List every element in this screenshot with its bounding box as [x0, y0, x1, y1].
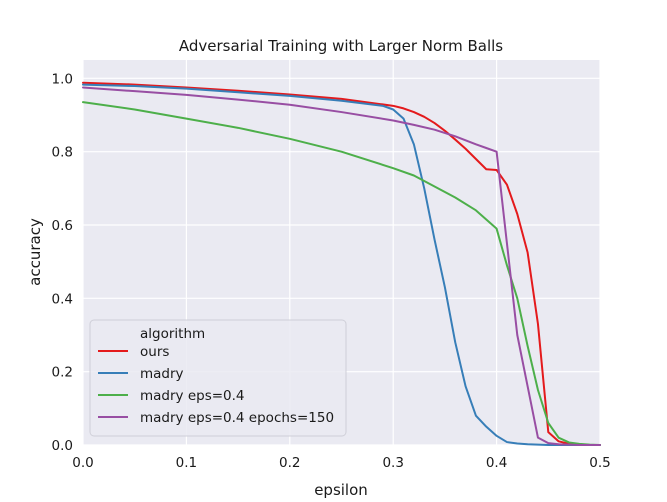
- tick-labels: 0.0 0.1 0.2 0.3 0.4 0.5 0.0 0.2 0.4 0.6 0.8 1.0: [52, 71, 611, 471]
- series-line-4: [82, 86, 601, 446]
- legend-box: [89, 319, 347, 437]
- x-tick-label: 0.4: [486, 455, 507, 471]
- legend-title: algorithm: [140, 326, 205, 342]
- y-tick-label: 1.0: [52, 71, 73, 87]
- y-tick-label: 0.0: [52, 438, 73, 454]
- x-tick-label: 0.3: [382, 455, 403, 471]
- series-line-3: [82, 101, 601, 446]
- x-tick-label: 0.0: [72, 455, 93, 471]
- series-line-1: [82, 81, 601, 446]
- legend-label: madry: [140, 366, 184, 382]
- x-tick-label: 0.2: [279, 455, 300, 471]
- y-axis-label: accuracy: [26, 218, 44, 286]
- chart-title: Adversarial Training with Larger Norm Ba…: [179, 37, 503, 55]
- legend-label: madry eps=0.4 epochs=150: [140, 410, 334, 426]
- y-tick-label: 0.8: [52, 145, 73, 161]
- x-tick-label: 0.5: [589, 455, 610, 471]
- series-layer: [82, 81, 601, 446]
- x-tick-label: 0.1: [176, 455, 197, 471]
- legend-label: ours: [140, 344, 169, 360]
- legend-label: madry eps=0.4: [140, 388, 245, 404]
- y-tick-label: 0.2: [52, 365, 73, 381]
- x-axis-label: epsilon: [314, 481, 368, 499]
- series-line-2: [82, 83, 601, 446]
- y-tick-label: 0.4: [52, 291, 73, 307]
- legend: algorithm ours madry madry eps=0.4 madry ep…: [89, 319, 347, 437]
- y-tick-label: 0.6: [52, 218, 73, 234]
